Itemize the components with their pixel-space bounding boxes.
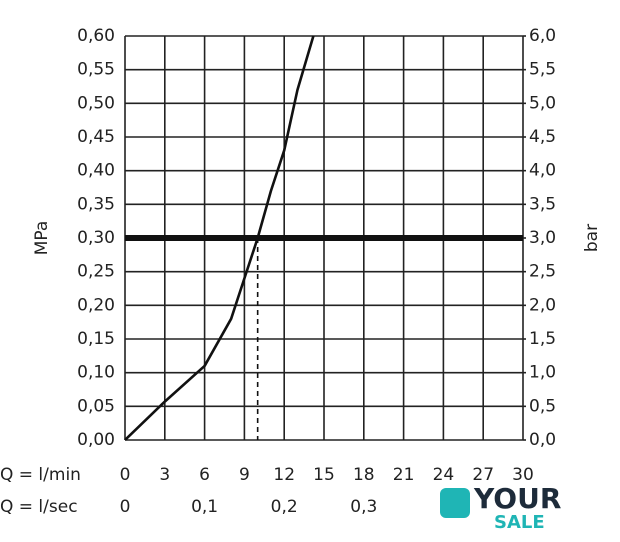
y-tick-label: 0,30 — [77, 228, 115, 248]
x-tick-label: 27 — [472, 465, 494, 485]
x-tick-label: 9 — [239, 465, 250, 485]
y2-tick-label: 2,5 — [529, 262, 556, 282]
x2-tick-label: 0 — [120, 497, 131, 517]
y-tick-label: 0,55 — [77, 60, 115, 80]
x-tick-label: 3 — [159, 465, 170, 485]
y2-tick-label: 4,0 — [529, 161, 556, 181]
x-axis-label: Q = l/min — [0, 465, 81, 485]
y2-axis-label: bar — [582, 224, 602, 252]
logo-text: SALE — [494, 512, 545, 533]
x2-tick-label: 0,3 — [350, 497, 377, 517]
y2-tick-label: 1,5 — [529, 329, 556, 349]
y-tick-label: 0,10 — [77, 363, 115, 383]
x-tick-label: 15 — [313, 465, 335, 485]
y2-tick-label: 1,0 — [529, 363, 556, 383]
x-tick-label: 21 — [393, 465, 415, 485]
y2-tick-label: 6,0 — [529, 26, 556, 46]
y2-tick-label: 5,5 — [529, 60, 556, 80]
y-tick-label: 0,25 — [77, 262, 115, 282]
y2-tick-label: 5,0 — [529, 93, 556, 113]
y2-tick-label: 0,5 — [529, 396, 556, 416]
y2-tick-label: 3,0 — [529, 228, 556, 248]
y-tick-label: 0,05 — [77, 396, 115, 416]
y2-tick-label: 0,0 — [529, 430, 556, 450]
y-tick-label: 0,20 — [77, 295, 115, 315]
y-tick-label: 0,50 — [77, 93, 115, 113]
y-tick-label: 0,40 — [77, 161, 115, 181]
y2-tick-label: 4,5 — [529, 127, 556, 147]
x2-tick-label: 0,1 — [191, 497, 218, 517]
y-tick-label: 0,15 — [77, 329, 115, 349]
logo: YOUR SALE — [440, 482, 561, 533]
data-line — [124, 35, 315, 441]
x-tick-label: 12 — [273, 465, 295, 485]
y-tick-label: 0,45 — [77, 127, 115, 147]
y-tick-label: 0,35 — [77, 194, 115, 214]
y2-tick-label: 2,0 — [529, 295, 556, 315]
y-tick-label: 0,00 — [77, 430, 115, 450]
x-tick-label: 30 — [512, 465, 534, 485]
logo-icon — [440, 488, 470, 518]
x-tick-label: 6 — [199, 465, 210, 485]
x-tick-label: 18 — [353, 465, 375, 485]
logo-text: YOUR — [473, 482, 561, 515]
y-tick-label: 0,60 — [77, 26, 115, 46]
y-axis-label: MPa — [32, 221, 52, 256]
x2-axis-label: Q = l/sec — [0, 497, 78, 517]
y2-tick-label: 3,5 — [529, 194, 556, 214]
x-tick-label: 24 — [433, 465, 455, 485]
x2-tick-label: 0,2 — [271, 497, 298, 517]
x-tick-label: 0 — [120, 465, 131, 485]
